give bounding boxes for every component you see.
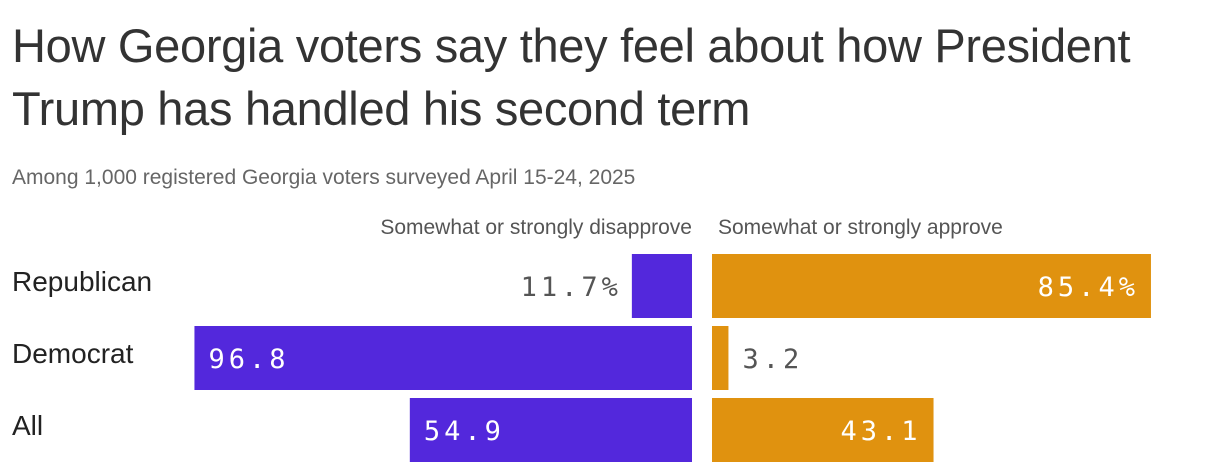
row-label-republican: Republican bbox=[12, 266, 153, 297]
disapprove-header: Somewhat or strongly disapprove bbox=[380, 216, 692, 239]
bar-approve-all bbox=[712, 398, 934, 462]
bar-disapprove-democrat bbox=[194, 326, 692, 390]
chart-subtitle: Among 1,000 registered Georgia voters su… bbox=[12, 166, 636, 189]
row-label-democrat: Democrat bbox=[12, 338, 134, 369]
bar-disapprove-republican bbox=[631, 254, 692, 318]
bar-approve-republican bbox=[712, 254, 1151, 318]
chart-title: How Georgia voters say they feel about h… bbox=[12, 19, 1131, 135]
bar-disapprove-all bbox=[409, 398, 692, 462]
label-approve-republican: 85.4% bbox=[1038, 272, 1139, 303]
label-disapprove-all: 54.9 bbox=[424, 416, 505, 447]
label-approve-all: 43.1 bbox=[841, 416, 922, 447]
label-disapprove-republican: 11.7% bbox=[521, 272, 622, 303]
row-label-all: All bbox=[12, 410, 44, 441]
bar-approve-democrat bbox=[712, 326, 729, 390]
approve-header: Somewhat or strongly approve bbox=[718, 216, 1003, 239]
label-approve-democrat: 3.2 bbox=[742, 344, 803, 375]
label-disapprove-democrat: 96.8 bbox=[208, 344, 289, 375]
